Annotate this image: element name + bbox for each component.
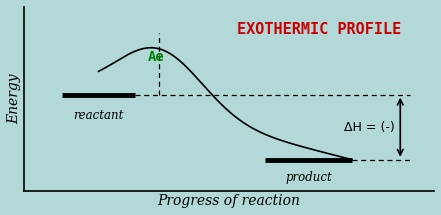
Text: product: product <box>285 171 332 184</box>
Text: Ae: Ae <box>148 50 165 64</box>
Text: reactant: reactant <box>73 109 124 122</box>
Text: EXOTHERMIC PROFILE: EXOTHERMIC PROFILE <box>237 22 401 37</box>
X-axis label: Progress of reaction: Progress of reaction <box>157 194 300 208</box>
Text: ΔH = (-): ΔH = (-) <box>344 121 394 134</box>
Y-axis label: Energy: Energy <box>7 74 21 124</box>
